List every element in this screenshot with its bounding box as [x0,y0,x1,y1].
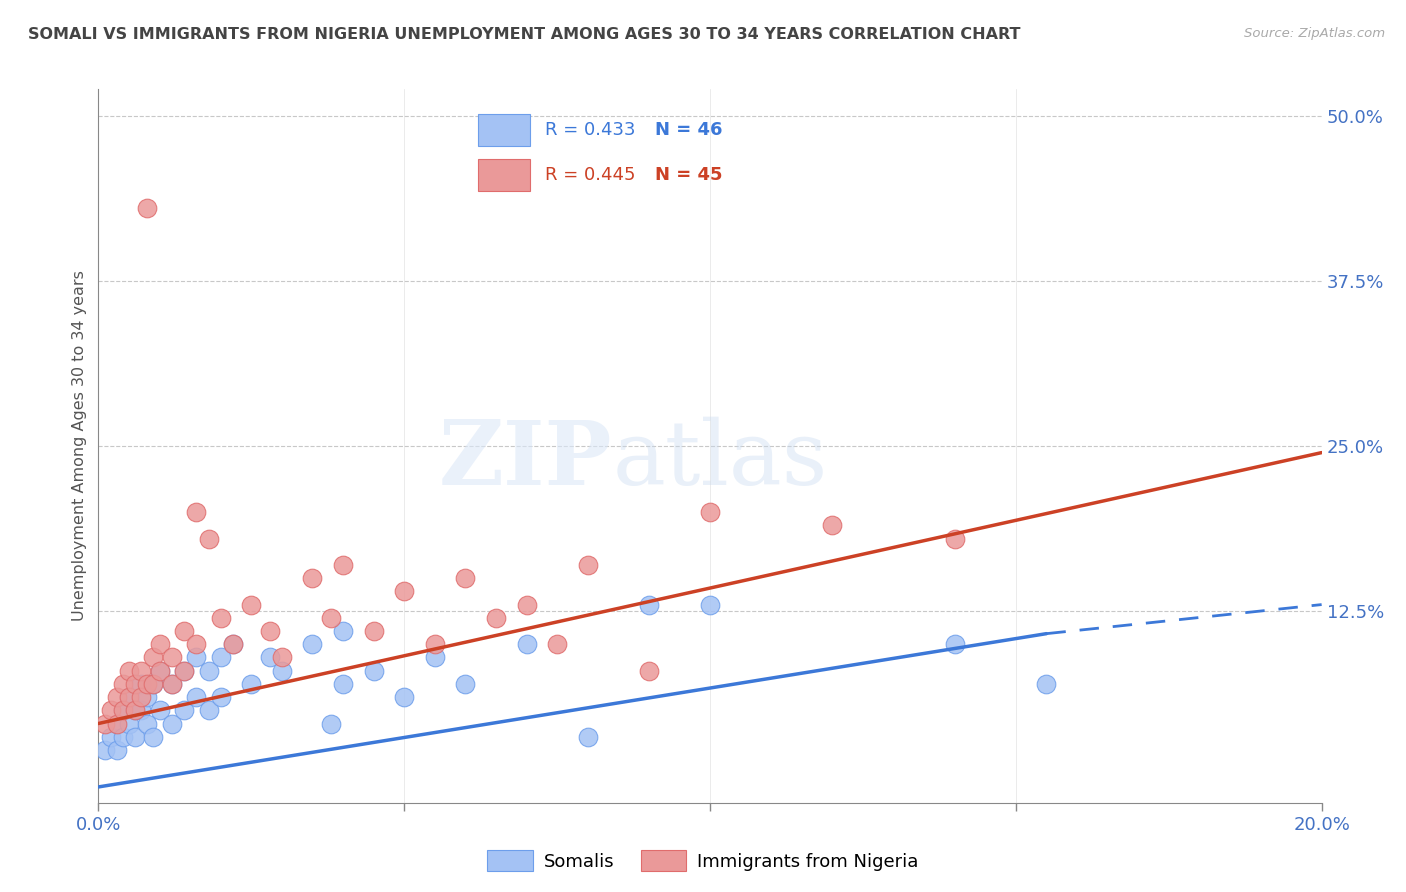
Point [173,624,195,638]
Point [118,664,141,678]
Point [423,650,446,665]
Point [93,716,115,731]
Point [160,650,183,665]
Point [423,637,446,651]
Point [186,650,208,665]
Point [240,598,263,612]
Point [136,716,159,731]
Point [100,730,122,744]
Point [160,677,183,691]
Point [332,677,354,691]
Point [105,743,128,757]
Point [209,650,232,665]
Point [124,703,146,717]
Point [259,650,281,665]
Point [124,703,146,717]
Point [222,637,245,651]
Point [136,690,159,704]
Point [136,677,159,691]
Point [173,664,195,678]
Point [149,664,172,678]
Point [111,703,134,717]
Point [129,690,152,704]
Point [301,571,323,585]
Point [516,598,538,612]
Point [546,637,568,651]
Point [160,677,183,691]
Point [943,532,966,546]
Point [111,677,134,691]
Point [485,611,508,625]
Point [111,730,134,744]
Point [142,677,165,691]
Point [186,505,208,519]
Point [332,624,354,638]
Point [129,664,152,678]
Point [259,624,281,638]
Point [124,730,146,744]
Point [105,716,128,731]
Point [270,664,292,678]
Point [186,637,208,651]
Point [1035,677,1057,691]
Point [129,677,152,691]
Point [332,558,354,572]
Point [149,664,172,678]
Point [222,637,245,651]
Point [118,716,141,731]
Point [160,716,183,731]
Point [93,743,115,757]
Point [454,571,477,585]
Point [209,690,232,704]
Point [699,505,721,519]
Point [209,611,232,625]
Point [454,677,477,691]
Point [118,690,141,704]
Point [105,716,128,731]
Point [105,690,128,704]
Point [142,677,165,691]
Point [197,664,219,678]
Point [392,690,416,704]
Point [699,598,721,612]
Text: ZIP: ZIP [439,417,612,504]
Point [136,201,159,215]
Point [197,532,219,546]
Point [301,637,323,651]
Point [149,637,172,651]
Point [637,598,661,612]
Point [173,703,195,717]
Point [270,650,292,665]
Point [240,677,263,691]
Point [576,558,599,572]
Point [142,730,165,744]
Legend: Somalis, Immigrants from Nigeria: Somalis, Immigrants from Nigeria [481,843,925,879]
Point [100,703,122,717]
Point [319,716,342,731]
Point [363,664,385,678]
Point [943,637,966,651]
Text: atlas: atlas [612,417,827,504]
Point [142,650,165,665]
Point [821,518,844,533]
Point [576,730,599,744]
Text: SOMALI VS IMMIGRANTS FROM NIGERIA UNEMPLOYMENT AMONG AGES 30 TO 34 YEARS CORRELA: SOMALI VS IMMIGRANTS FROM NIGERIA UNEMPL… [28,27,1021,42]
Point [129,703,152,717]
Text: Source: ZipAtlas.com: Source: ZipAtlas.com [1244,27,1385,40]
Point [197,703,219,717]
Y-axis label: Unemployment Among Ages 30 to 34 years: Unemployment Among Ages 30 to 34 years [72,270,87,622]
Point [111,703,134,717]
Point [186,690,208,704]
Point [118,690,141,704]
Point [363,624,385,638]
Point [124,677,146,691]
Point [319,611,342,625]
Point [516,637,538,651]
Point [149,703,172,717]
Point [173,664,195,678]
Point [392,584,416,599]
Point [637,664,661,678]
